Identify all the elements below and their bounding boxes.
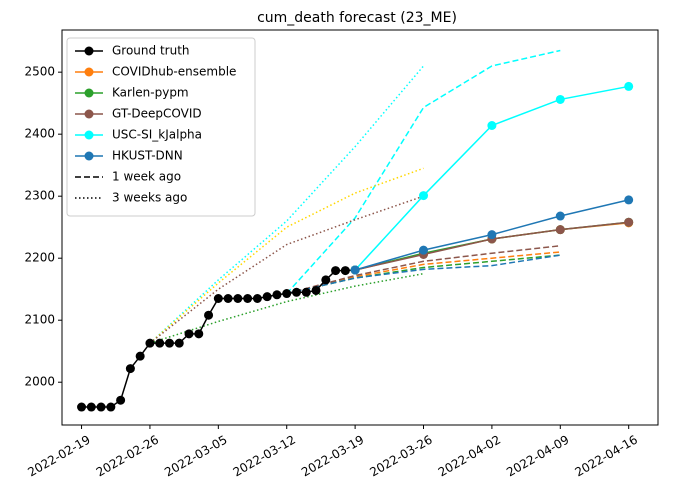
point (174, 338, 184, 348)
legend-label: Ground truth (112, 44, 190, 58)
point (164, 338, 174, 348)
series-line (149, 195, 424, 344)
point (272, 290, 282, 300)
point (555, 94, 565, 104)
point (350, 265, 360, 275)
legend-label: HKUST-DNN (112, 149, 183, 163)
legend-label: 3 weeks ago (112, 191, 187, 205)
point (252, 294, 262, 304)
series-line (286, 251, 561, 295)
point (419, 245, 429, 255)
legend: Ground truth COVIDhub-ensemble Karlen-pypm… (66, 37, 256, 217)
point (282, 289, 292, 299)
chart-title: cum_death forecast (23_ME) (257, 10, 457, 26)
point (86, 402, 96, 412)
point (194, 329, 204, 339)
x-tick-label: 2022-04-02 (436, 433, 503, 480)
series-line (354, 221, 629, 271)
point (96, 402, 106, 412)
y-tick-label: 2300 (24, 189, 55, 203)
point (419, 191, 429, 201)
legend-label: 1 week ago (112, 170, 181, 184)
point (184, 329, 194, 339)
y-tick-label: 2400 (24, 127, 55, 141)
point (125, 364, 135, 374)
legend-label: COVIDhub-ensemble (112, 65, 236, 79)
x-tick-label: 2022-03-12 (231, 433, 298, 480)
point (233, 294, 243, 304)
series-line (286, 245, 561, 295)
plot-frame (61, 29, 659, 426)
legend-marker (84, 109, 94, 119)
point (301, 287, 311, 297)
legend-marker (84, 130, 94, 140)
series-line (354, 221, 629, 271)
point (135, 351, 145, 361)
y-tick-label: 2200 (24, 251, 55, 265)
series-line (149, 272, 424, 344)
legend-label: USC-SI_kJalpha (112, 128, 202, 142)
x-tick-label: 2022-03-19 (299, 433, 366, 480)
y-tick-label: 2500 (24, 65, 55, 79)
legend-label: GT-DeepCOVID (112, 107, 202, 121)
legend-marker (84, 46, 94, 56)
x-tick-label: 2022-02-19 (25, 433, 92, 480)
legend-marker (84, 151, 94, 161)
point (624, 217, 634, 227)
point (291, 287, 301, 297)
series-line (286, 49, 561, 295)
y-tick-label: 2100 (24, 313, 55, 327)
x-tick-label: 2022-03-05 (162, 433, 229, 480)
legend-marker (84, 88, 94, 98)
point (624, 195, 634, 205)
point (243, 294, 253, 304)
point (321, 275, 331, 285)
point (555, 225, 565, 235)
point (262, 292, 272, 302)
series-line (149, 167, 424, 344)
point (116, 395, 126, 405)
point (223, 294, 233, 304)
point (624, 81, 634, 91)
y-tick-label: 2000 (24, 375, 55, 389)
point (555, 211, 565, 221)
point (77, 402, 87, 412)
point (487, 120, 497, 130)
legend-label: Karlen-pypm (112, 86, 189, 100)
legend-marker (84, 67, 94, 77)
point (106, 402, 116, 412)
point (487, 230, 497, 240)
x-tick-label: 2022-03-26 (367, 433, 434, 480)
point (311, 285, 321, 295)
point (331, 266, 341, 276)
point (340, 266, 350, 276)
point (145, 338, 155, 348)
point (155, 338, 165, 348)
x-tick-label: 2022-04-16 (573, 433, 640, 480)
series-line (354, 222, 629, 271)
series-line (286, 254, 561, 295)
point (204, 310, 214, 320)
legend-box (66, 37, 256, 217)
x-tick-label: 2022-04-09 (504, 433, 571, 480)
point (213, 294, 223, 304)
x-tick-label: 2022-02-26 (94, 433, 161, 480)
